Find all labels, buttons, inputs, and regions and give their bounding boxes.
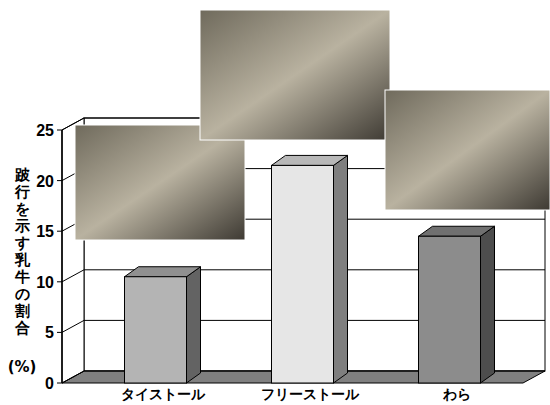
photo [75, 125, 245, 240]
y-axis-title-char: 乳 [14, 251, 31, 269]
bar-front [125, 277, 187, 383]
category-label: フリーストール [261, 386, 360, 402]
category-label: わら [442, 386, 471, 402]
y-axis-title: 跛行を示す乳牛の割合 (%) [8, 166, 37, 376]
y-axis-title-char: す [14, 234, 30, 252]
bar-top [272, 155, 348, 165]
tick-label: 25 [36, 122, 54, 139]
y-axis-title-char: 行 [14, 183, 30, 201]
bar [125, 267, 201, 383]
y-axis-title-char: 割 [14, 302, 30, 320]
bar-side [334, 155, 348, 383]
y-axis-title-char: を [15, 200, 30, 218]
y-axis-title-char: 牛 [14, 268, 30, 286]
bar-front [419, 236, 481, 383]
y-axis-title-char: 示 [14, 217, 30, 235]
tick-label: 15 [36, 223, 54, 240]
bar-side [481, 226, 495, 383]
bars [125, 155, 495, 383]
y-axis-title-char: 跛 [14, 166, 31, 184]
y-axis-title-char: の [15, 285, 30, 303]
y-axis-title-char: 合 [14, 319, 30, 337]
bar [419, 226, 495, 383]
photo [200, 10, 390, 140]
category-label: タイストール [121, 386, 206, 402]
tick-label: 0 [45, 375, 54, 392]
y-axis-title-unit: (%) [8, 358, 37, 376]
tick-label: 10 [36, 274, 54, 291]
photo [385, 90, 550, 210]
bar-top [125, 267, 201, 277]
y-axis [61, 130, 63, 383]
tick-label: 20 [36, 173, 54, 190]
bar-front [272, 165, 334, 383]
chart-root: 0 5 10 15 20 25 タイストール フリーストール わら 跛行を示す乳牛の割合 (%) [0, 0, 550, 405]
bar [272, 155, 348, 383]
bar-top [419, 226, 495, 236]
tick-label: 5 [45, 324, 54, 341]
bar-side [187, 267, 201, 383]
